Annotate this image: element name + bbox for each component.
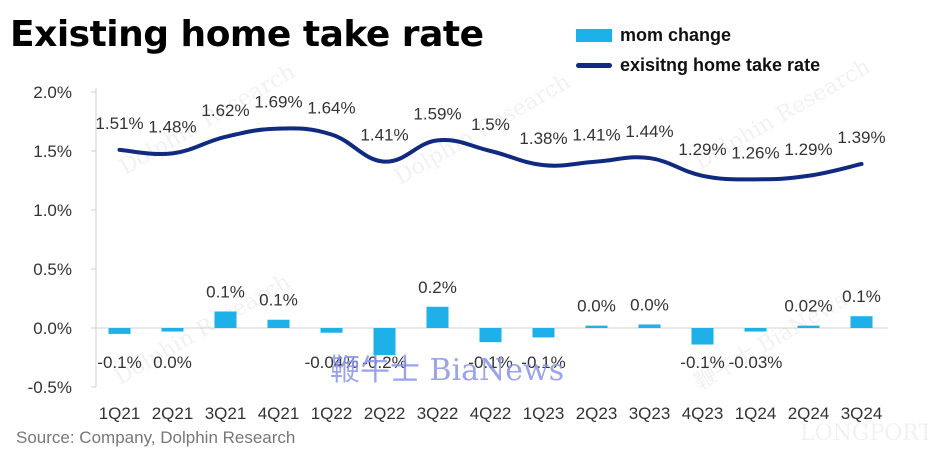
legend-item-line: exisitng home take rate [576, 50, 820, 80]
x-tick-label: 1Q21 [99, 404, 141, 423]
line-label-4Q22: 1.5% [471, 115, 510, 134]
x-tick-label: 2Q23 [576, 404, 618, 423]
bar-2Q23 [585, 325, 608, 328]
x-tick-label: 4Q21 [258, 404, 300, 423]
bar-label-1Q21: -0.1% [97, 353, 141, 372]
y-tick-label: -0.5% [28, 378, 72, 397]
bar-4Q22 [479, 328, 502, 343]
bar-label-1Q24: -0.03% [729, 353, 783, 372]
x-tick-label: 4Q22 [470, 404, 512, 423]
bar-label-4Q23: -0.1% [680, 353, 724, 372]
bar-label-3Q21: 0.1% [206, 282, 245, 301]
line-label-4Q23: 1.29% [678, 140, 726, 159]
x-tick-label: 2Q21 [152, 404, 194, 423]
y-tick-label: 0.5% [33, 260, 72, 279]
legend-label-bar: mom change [620, 24, 732, 45]
bar-3Q21 [214, 311, 237, 328]
bar-label-4Q21: 0.1% [259, 291, 298, 310]
line-series [117, 126, 864, 182]
x-tick-label: 1Q22 [311, 404, 353, 423]
watermark-faint: Dolphin Research [111, 269, 295, 390]
line-label-4Q21: 1.69% [254, 93, 302, 112]
bar-1Q21 [108, 328, 131, 334]
bar-3Q22 [426, 306, 449, 328]
x-tick-label: 4Q23 [682, 404, 724, 423]
line-label-2Q23: 1.41% [572, 126, 620, 145]
line-label-2Q22: 1.41% [360, 126, 408, 145]
bar-label-3Q22: 0.2% [418, 278, 457, 297]
bar-label-1Q22: -0.04% [305, 353, 359, 372]
bar-label-2Q21: 0.0% [153, 353, 192, 372]
watermark-bianews: 鞭牛士 BiaNews [330, 353, 564, 388]
bar-2Q21 [161, 328, 184, 332]
bar-label-3Q23: 0.0% [630, 295, 669, 314]
x-tick-label: 2Q22 [364, 404, 406, 423]
bar-4Q23 [691, 328, 714, 345]
axis-layer: -0.5% 0.0% 0.5% 1.0% 1.5% 2.0% 1Q21 2Q21 3Q21 4Q2… [28, 83, 888, 423]
x-tick-label: 1Q23 [523, 404, 565, 423]
legend-line-swatch [576, 62, 612, 68]
bar-1Q23 [532, 328, 555, 338]
legend-label-line: exisitng home take rate [620, 54, 821, 75]
bar-1Q22 [320, 328, 343, 333]
bar-series [108, 306, 873, 356]
y-tick-label: 1.5% [33, 142, 72, 161]
line-label-3Q21: 1.62% [201, 101, 249, 120]
y-tick-label: 2.0% [33, 83, 72, 102]
bar-4Q21 [267, 319, 290, 328]
watermark-longport: LONGPORT [800, 421, 928, 446]
bar-3Q24 [850, 316, 873, 328]
bar-3Q23 [638, 324, 661, 328]
bar-label-4Q22: -0.1% [468, 353, 512, 372]
line-label-1Q24: 1.26% [731, 143, 779, 162]
line-label-3Q22: 1.59% [413, 104, 461, 123]
line-label-2Q24: 1.29% [784, 140, 832, 159]
legend: mom change exisitng home take rate [576, 20, 820, 80]
bar-label-2Q24: 0.02% [784, 297, 832, 316]
chart-title: Existing home take rate [10, 14, 484, 55]
bar-label-2Q23: 0.0% [577, 297, 616, 316]
line-take-rate [117, 126, 864, 182]
line-label-2Q21: 1.48% [148, 117, 196, 136]
bar-label-2Q22: -0.2% [362, 353, 406, 372]
x-tick-label: 1Q24 [735, 404, 777, 423]
bar-1Q24 [744, 328, 767, 332]
x-tick-label: 2Q24 [788, 404, 830, 423]
bar-2Q22 [373, 328, 396, 356]
y-tick-label: 0.0% [33, 319, 72, 338]
x-tick-label: 3Q22 [417, 404, 459, 423]
y-tick-label: 1.0% [33, 201, 72, 220]
line-label-1Q21: 1.51% [95, 114, 143, 133]
source-note: Source: Company, Dolphin Research [16, 428, 296, 447]
bar-2Q24 [797, 325, 820, 328]
bar-label-3Q24: 0.1% [842, 287, 881, 306]
line-label-3Q23: 1.44% [625, 122, 673, 141]
line-label-3Q24: 1.39% [837, 128, 885, 147]
line-label-1Q22: 1.64% [307, 98, 355, 117]
x-tick-label: 3Q23 [629, 404, 671, 423]
line-label-1Q23: 1.38% [519, 129, 567, 148]
x-tick-label: 3Q21 [205, 404, 247, 423]
x-tick-label: 3Q24 [841, 404, 883, 423]
legend-bar-swatch [576, 28, 612, 42]
data-labels: 1.51% 1.48% 1.62% 1.69% 1.64% 1.41% 1.59% 1.5% 1… [95, 93, 885, 388]
bar-label-1Q23: -0.1% [521, 353, 565, 372]
legend-item-bar: mom change [576, 20, 820, 50]
